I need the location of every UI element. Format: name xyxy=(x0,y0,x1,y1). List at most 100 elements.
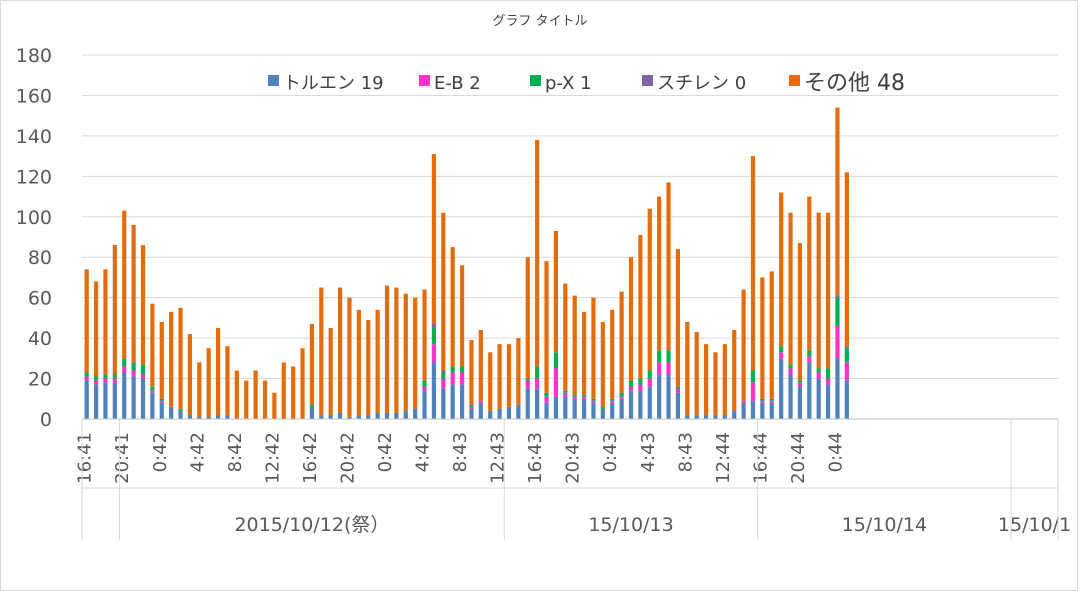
bar-segment xyxy=(356,414,361,419)
bar-segment xyxy=(169,311,174,407)
bar-segment xyxy=(553,368,559,397)
bar-segment xyxy=(619,396,624,399)
bar-segment xyxy=(159,402,164,419)
bar-segment xyxy=(788,212,793,365)
legend-label: p-X 1 xyxy=(545,73,592,94)
bar-segment xyxy=(572,396,577,399)
bar-segment xyxy=(591,297,596,399)
bar-segment xyxy=(403,293,408,411)
y-tick-label: 120 xyxy=(16,166,52,188)
bar-segment xyxy=(825,378,831,385)
bar-segment xyxy=(563,392,568,397)
bar-segment xyxy=(553,352,559,369)
bar-segment xyxy=(150,303,155,387)
bar-segment xyxy=(122,210,127,359)
bar-segment xyxy=(610,402,615,419)
bar-segment xyxy=(103,382,108,419)
bar-segment xyxy=(431,362,437,419)
bar-segment xyxy=(441,370,446,373)
bar-segment xyxy=(779,192,784,347)
legend-label: スチレン 0 xyxy=(657,73,746,94)
bar-segment xyxy=(450,366,455,373)
bar-segment xyxy=(797,382,803,387)
bar-segment xyxy=(816,368,821,373)
bar-segment xyxy=(703,344,709,415)
bar-segment xyxy=(675,392,681,419)
bar-segment xyxy=(225,414,230,419)
y-tick-label: 80 xyxy=(28,247,52,269)
bar-segment xyxy=(347,416,352,419)
bar-segment xyxy=(732,410,737,419)
bar-segment xyxy=(807,356,812,363)
bar-segment xyxy=(319,287,324,415)
bar-segment xyxy=(131,376,136,419)
bar-segment xyxy=(431,344,437,363)
bar-segment xyxy=(197,416,202,419)
bar-segment xyxy=(779,346,784,353)
bar-segment xyxy=(366,414,371,419)
bar-segment xyxy=(281,362,286,419)
bar-segment xyxy=(600,406,605,409)
bar-segment xyxy=(478,400,483,403)
bar-segment xyxy=(178,307,183,409)
bar-segment xyxy=(525,378,530,381)
bar-segment xyxy=(122,358,127,367)
bar-segment xyxy=(112,245,117,375)
y-tick-label: 160 xyxy=(16,85,52,107)
y-tick-label: 180 xyxy=(16,45,52,67)
bar-segment xyxy=(441,388,446,419)
bar-segment xyxy=(140,374,146,379)
bar-segment xyxy=(497,344,502,409)
bar-segment xyxy=(788,368,793,375)
bar-segment xyxy=(459,265,465,367)
bar-segment xyxy=(459,366,465,373)
bar-segment xyxy=(628,380,634,387)
x-tick-label: 4:42 xyxy=(187,432,208,472)
bar-segment xyxy=(84,372,89,377)
bar-segment xyxy=(675,388,681,393)
bar-segment xyxy=(159,400,164,403)
bar-segment xyxy=(722,414,727,419)
x-tick-label: 20:42 xyxy=(337,432,358,484)
bar-segment xyxy=(544,261,549,393)
bar-segment xyxy=(328,328,333,415)
bar-segment xyxy=(309,323,315,405)
bar-segment xyxy=(591,402,596,419)
bar-segment xyxy=(694,332,699,415)
bar-segment xyxy=(825,212,831,369)
bar-segment xyxy=(807,196,812,351)
bar-segment xyxy=(666,374,671,419)
bar-segment xyxy=(628,257,634,381)
bar-segment xyxy=(469,408,474,419)
legend-swatch xyxy=(268,75,279,86)
bar-segment xyxy=(413,408,418,419)
bar-segment xyxy=(666,362,671,375)
y-tick-label: 140 xyxy=(16,126,52,148)
x-tick-label: 12:43 xyxy=(488,432,509,484)
bar-segment xyxy=(169,406,174,419)
bar-segment xyxy=(563,390,568,393)
x-tick-label: 4:43 xyxy=(638,432,659,472)
bar-segment xyxy=(844,172,849,347)
bar-segment xyxy=(469,406,474,409)
x-tick-label: 0:44 xyxy=(825,432,846,472)
bar-segment xyxy=(84,376,89,381)
bar-segment xyxy=(769,271,774,399)
bar-segment xyxy=(610,400,615,403)
bar-segment xyxy=(516,338,521,405)
bar-segment xyxy=(122,366,127,373)
bar-segment xyxy=(844,346,849,349)
bar-segment xyxy=(309,404,315,407)
bar-segment xyxy=(516,404,521,419)
bar-segment xyxy=(469,404,474,407)
bar-segment xyxy=(647,370,652,379)
x-tick-label: 0:43 xyxy=(600,432,621,472)
x-tick-label: 12:42 xyxy=(262,432,283,484)
bar-segment xyxy=(215,414,221,419)
bar-segment xyxy=(638,234,643,379)
x-tick-label: 16:43 xyxy=(525,432,546,484)
bar-segment xyxy=(835,295,840,298)
x-tick-label: 16:41 xyxy=(75,432,96,484)
bar-segment xyxy=(591,400,596,403)
bar-segment xyxy=(807,350,812,357)
